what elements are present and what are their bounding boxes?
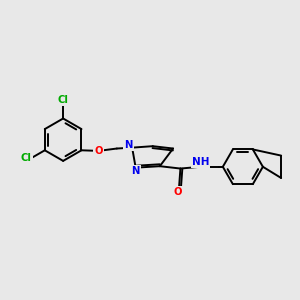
Text: Cl: Cl <box>58 94 69 105</box>
Text: O: O <box>173 187 182 197</box>
Text: O: O <box>94 146 103 156</box>
Text: N: N <box>124 140 133 150</box>
Text: Cl: Cl <box>21 153 32 163</box>
Text: N: N <box>131 167 140 176</box>
Text: NH: NH <box>192 158 209 167</box>
